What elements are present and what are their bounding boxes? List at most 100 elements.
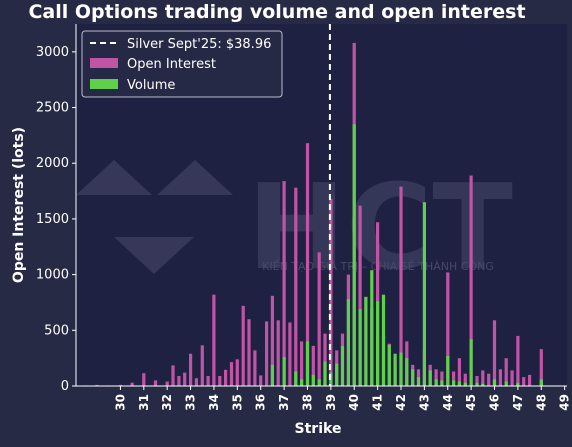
x-tick-label: 38	[300, 394, 314, 411]
legend-open-interest-swatch	[90, 58, 118, 68]
y-axis-label: Open Interest (lots)	[11, 127, 27, 283]
open-interest-bar	[247, 319, 251, 386]
open-interest-bar	[481, 370, 485, 386]
volume-bar	[340, 345, 345, 386]
volume-bar	[446, 355, 450, 386]
open-interest-bar	[300, 341, 304, 386]
open-interest-bar	[539, 349, 543, 386]
open-interest-bar	[142, 373, 146, 386]
volume-bar	[381, 294, 386, 386]
open-interest-bar	[218, 376, 222, 386]
open-interest-bar	[253, 350, 257, 386]
volume-bar	[387, 344, 391, 386]
open-interest-bar	[282, 181, 286, 386]
volume-bar	[452, 380, 456, 386]
y-tick-label: 2000	[36, 156, 69, 171]
open-interest-bar	[457, 358, 461, 386]
open-interest-bar	[118, 384, 122, 386]
volume-bar	[311, 374, 315, 386]
x-tick-label: 36	[254, 394, 268, 411]
volume-bar	[422, 202, 426, 386]
open-interest-bar	[259, 375, 263, 386]
volume-bar	[282, 357, 286, 386]
x-tick-label: 32	[160, 394, 174, 411]
volume-bar	[440, 380, 444, 386]
y-tick-label: 3000	[36, 45, 69, 60]
x-axis-label: Strike	[295, 421, 342, 437]
x-tick-label: 44	[441, 394, 455, 411]
open-interest-bar	[229, 362, 234, 386]
x-tick-label: 43	[417, 394, 431, 411]
watermark: HCT KIẾN TẠO GIÁ TRỊ – CHIA SẺ THÀNH CÔN…	[76, 158, 513, 296]
x-tick-label: 35	[230, 394, 244, 411]
open-interest-bar	[171, 365, 175, 386]
open-interest-bar	[235, 359, 239, 386]
open-interest-bar	[399, 186, 403, 386]
x-tick-label: 40	[347, 394, 361, 411]
volume-bar	[411, 369, 415, 386]
open-interest-bar	[358, 205, 362, 386]
volume-bar	[492, 379, 497, 386]
volume-bar	[434, 379, 438, 386]
x-tick-label: 49	[558, 394, 572, 411]
legend-box	[81, 30, 283, 98]
open-interest-bar	[475, 376, 479, 386]
open-interest-bar	[130, 382, 134, 386]
volume-bar	[352, 124, 356, 386]
volume-bar	[457, 381, 461, 386]
watermark-chevron-shape	[76, 160, 152, 195]
x-tick-label: 34	[207, 394, 221, 411]
open-interest-bar	[305, 143, 310, 386]
open-interest-bar	[510, 370, 514, 386]
volume-bar	[317, 379, 321, 386]
watermark-chevron-shape	[157, 160, 233, 195]
volume-bar	[358, 309, 362, 386]
legend-reference-label: Silver Sept'25: $38.96	[127, 37, 271, 52]
volume-bar	[416, 377, 421, 386]
open-interest-bar	[452, 371, 456, 386]
volume-bar	[539, 379, 543, 386]
volume-bar	[393, 353, 397, 386]
open-interest-bar	[294, 187, 298, 386]
x-tick-label: 30	[113, 394, 127, 411]
y-tick-label: 2500	[36, 101, 69, 116]
open-interest-bar	[265, 321, 269, 386]
chart-title: Call Options trading volume and open int…	[28, 1, 525, 23]
legend: Silver Sept'25: $38.96 Open Interest Vol…	[81, 30, 283, 98]
open-interest-bar	[206, 376, 210, 386]
volume-bar	[294, 371, 298, 386]
open-interest-bar	[241, 305, 245, 386]
volume-bar	[516, 382, 520, 386]
x-tick-label: 39	[324, 394, 338, 411]
volume-bar	[469, 339, 473, 386]
open-interest-bar	[323, 333, 327, 386]
open-interest-bar	[95, 384, 99, 386]
open-interest-bar	[200, 345, 204, 386]
open-interest-bar	[288, 322, 292, 386]
open-interest-bar	[212, 294, 216, 386]
volume-bar	[370, 270, 374, 386]
legend-volume-swatch	[90, 79, 118, 89]
volume-bars	[270, 124, 543, 386]
volume-bar	[399, 352, 403, 386]
open-interest-bar	[153, 380, 158, 386]
x-tick-label: 37	[277, 394, 291, 411]
open-interest-bar	[276, 320, 280, 386]
y-tick-label: 0	[61, 379, 69, 394]
axes: 0 500 1000 1500 2000 2500 3000 30 31 32 33 34 35 36 37…	[36, 24, 572, 411]
volume-bar	[376, 301, 380, 386]
x-tick-label: 45	[464, 394, 478, 411]
volume-bar	[300, 379, 304, 386]
x-tick-label: 48	[534, 394, 548, 411]
open-interest-bar	[183, 372, 187, 386]
open-interest-bar	[329, 198, 333, 386]
open-interest-bar	[504, 358, 508, 386]
watermark-logo-text: HCT	[247, 158, 513, 296]
open-interest-bar	[498, 369, 502, 386]
open-interest-bar	[528, 374, 532, 386]
volume-bar	[323, 361, 327, 386]
x-tick-label: 33	[184, 394, 198, 411]
volume-bar	[270, 364, 274, 386]
volume-bar	[346, 299, 350, 386]
